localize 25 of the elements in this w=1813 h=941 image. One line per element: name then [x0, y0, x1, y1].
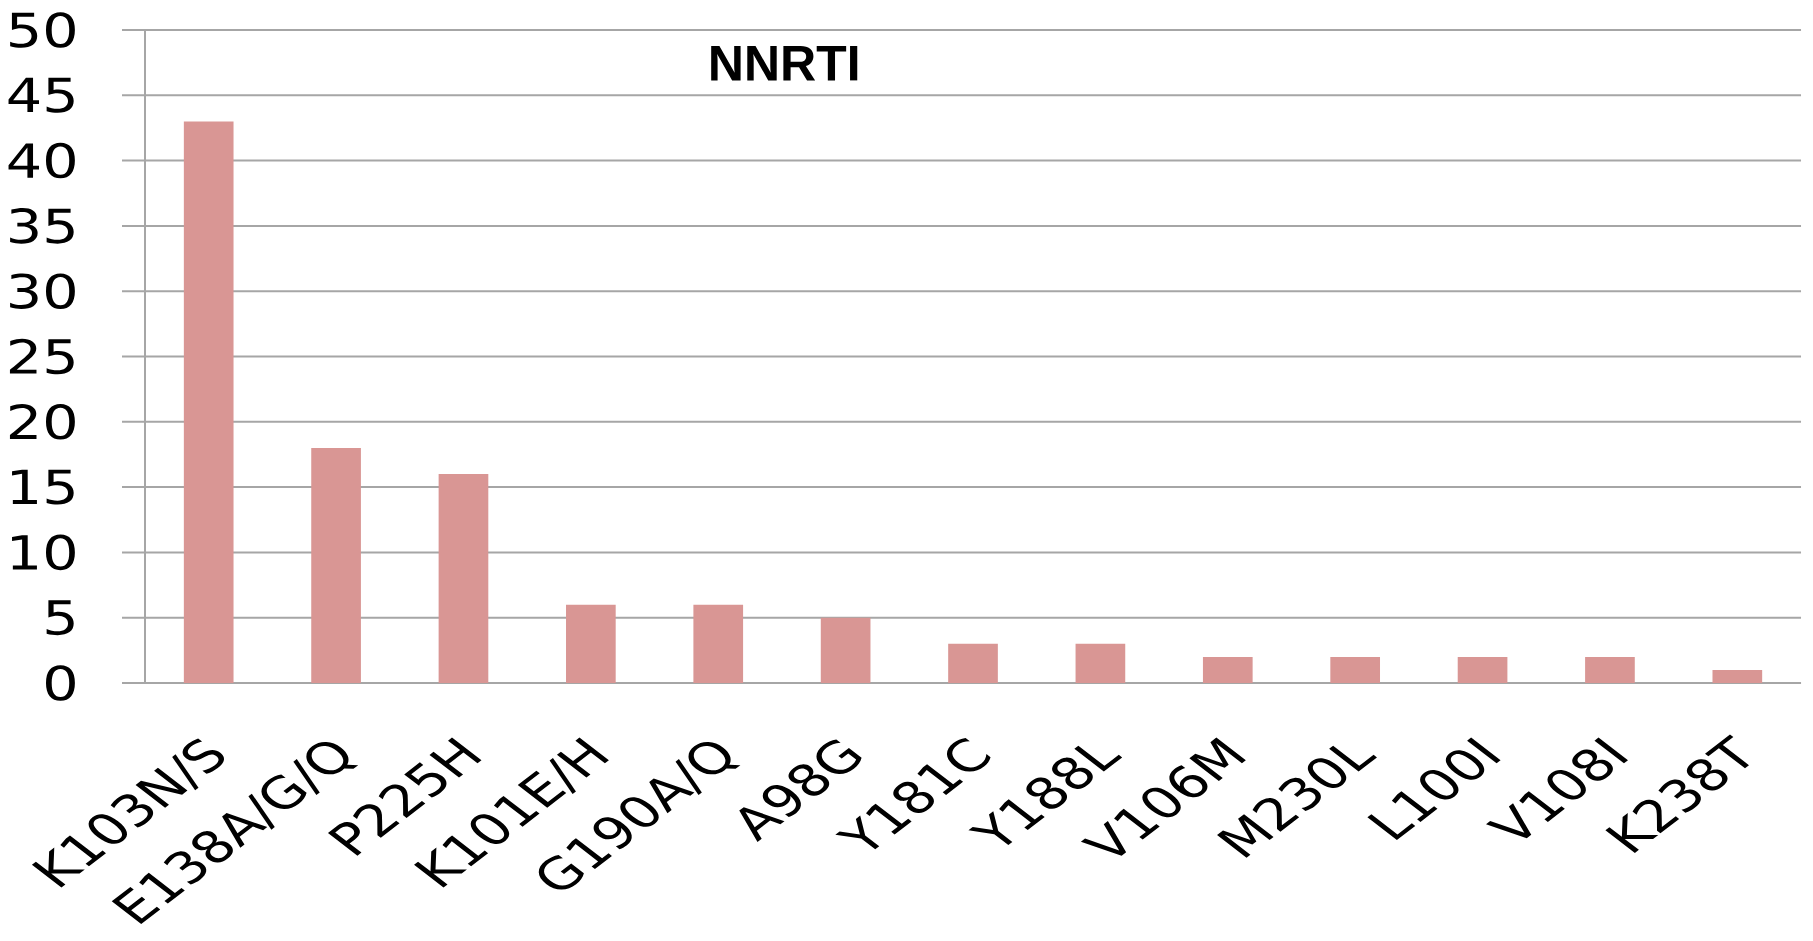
bar	[1202, 656, 1253, 683]
bar	[311, 447, 361, 683]
y-tick-label: 45	[8, 77, 74, 113]
y-tick-label: 40	[8, 142, 75, 179]
bar	[1585, 656, 1635, 683]
y-tick-label: 15	[12, 469, 74, 505]
bar	[566, 604, 616, 683]
bar	[820, 617, 871, 683]
bar	[438, 474, 489, 683]
y-tick-label: 20	[9, 404, 75, 440]
bar	[1330, 656, 1381, 683]
y-tick-label: 25	[9, 338, 74, 375]
bar	[1712, 669, 1763, 683]
y-tick-label: 50	[10, 12, 75, 48]
bar	[1075, 643, 1126, 683]
y-tick-label: 5	[46, 600, 74, 636]
y-tick-label: 10	[12, 534, 75, 571]
bar	[693, 604, 744, 683]
bar	[948, 643, 998, 683]
bar	[1457, 656, 1508, 683]
chart-title: NNRTI	[711, 45, 858, 81]
y-tick-label: 35	[10, 208, 74, 244]
y-tick-label: 30	[10, 273, 75, 309]
bar	[183, 121, 234, 683]
y-tick-label: 0	[46, 665, 75, 701]
